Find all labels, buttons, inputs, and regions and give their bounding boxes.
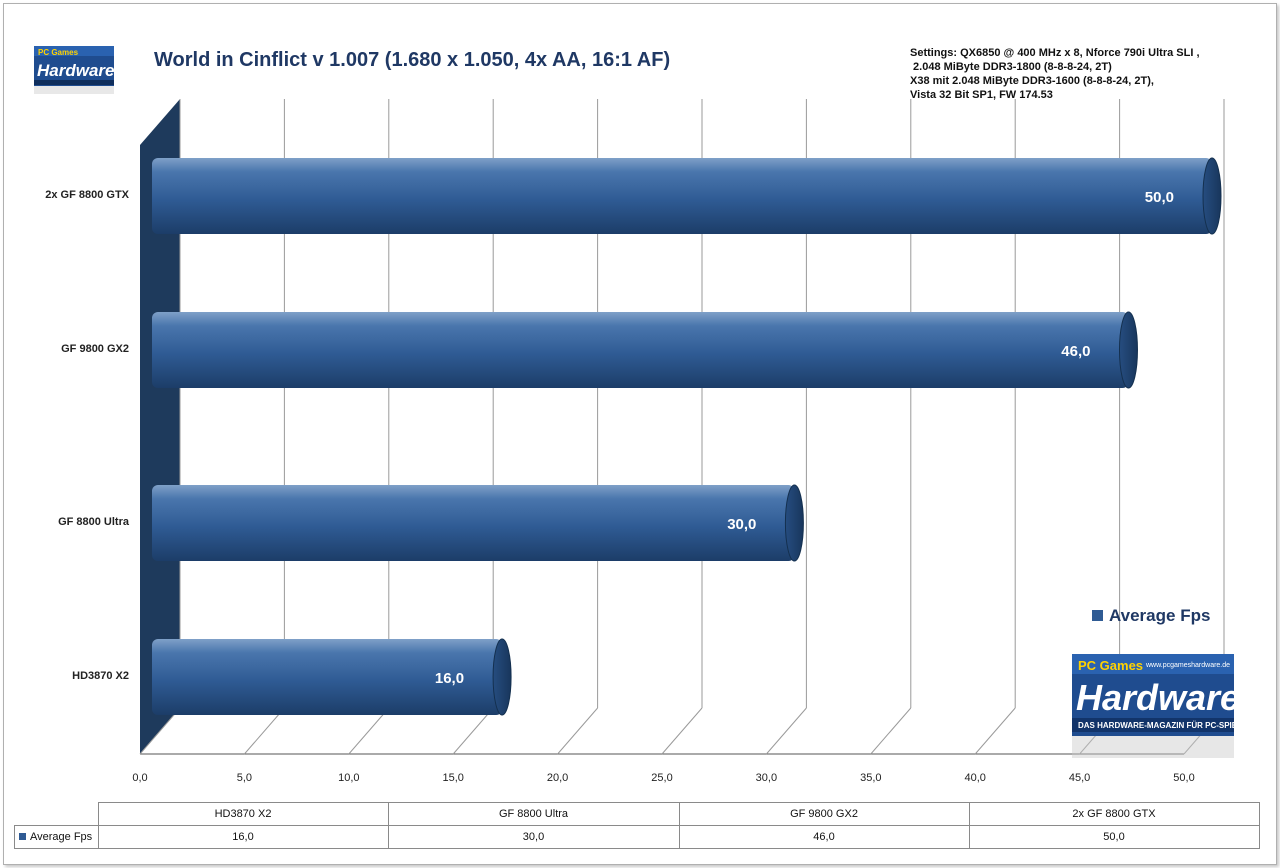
bar-cap	[784, 484, 804, 562]
table-header-cell: 2x GF 8800 GTX	[968, 802, 1260, 826]
bar-cap	[492, 638, 512, 716]
svg-text:DAS HARDWARE-MAGAZIN FÜR PC-SP: DAS HARDWARE-MAGAZIN FÜR PC-SPIELER	[1078, 721, 1234, 730]
table-cell: 16,0	[97, 825, 389, 849]
bar-body	[152, 158, 1212, 234]
bar-value-label: 46,0	[1061, 343, 1090, 360]
gridline-floor	[452, 707, 494, 755]
table-header-cell: GF 8800 Ultra	[387, 802, 680, 826]
legend: Average Fps	[1092, 606, 1210, 626]
bar-body	[152, 639, 503, 715]
settings-note: Settings: QX6850 @ 400 MHz x 8, Nforce 7…	[910, 47, 1200, 101]
gridline-floor	[870, 707, 912, 755]
x-tick-label: 5,0	[236, 772, 253, 784]
bar-cap	[1118, 311, 1138, 389]
x-tick-label: 35,0	[860, 772, 882, 784]
svg-text:Hardware: Hardware	[1076, 677, 1234, 718]
svg-text:PC Games: PC Games	[1078, 658, 1143, 673]
gridline-floor	[139, 707, 181, 755]
gridline-floor	[557, 707, 598, 755]
pcgh-logo-small: PC Games Hardware	[34, 46, 114, 94]
table-row-label: Average Fps	[14, 825, 99, 849]
bar: 50,0	[152, 157, 1222, 235]
table-header-row: HD3870 X2 GF 8800 Ultra GF 9800 GX2 2x G…	[15, 802, 1260, 826]
bar-body	[152, 312, 1129, 388]
bar-value-label: 30,0	[727, 516, 756, 533]
x-tick-label: 50,0	[1173, 772, 1195, 784]
chart-frame: 16,0 30,0 46,0 50,0 PC Games Hardware World…	[3, 3, 1277, 865]
table-cell: 30,0	[387, 825, 680, 849]
table-cell: 46,0	[678, 825, 970, 849]
table-row: Average Fps 16,0 30,0 46,0 50,0	[14, 825, 1260, 849]
svg-text:Hardware: Hardware	[37, 61, 114, 80]
legend-label: Average Fps	[1109, 606, 1211, 625]
bar-cap	[1202, 157, 1222, 235]
gridline-floor	[348, 707, 390, 755]
category-label: 2x GF 8800 GTX	[45, 189, 129, 201]
svg-text:PC Games: PC Games	[38, 48, 79, 57]
bar: 46,0	[152, 311, 1138, 389]
row-swatch	[19, 833, 26, 840]
legend-swatch	[1092, 610, 1103, 622]
table-cell: 50,0	[968, 825, 1260, 849]
x-tick-label: 40,0	[964, 772, 986, 784]
data-table: HD3870 X2 GF 8800 Ultra GF 9800 GX2 2x G…	[14, 802, 1260, 849]
bar-value-label: 50,0	[1145, 189, 1174, 206]
gridline-floor	[661, 707, 703, 755]
gridline-floor	[244, 707, 285, 755]
bar: 30,0	[152, 484, 804, 562]
svg-text:www.pcgameshardware.de: www.pcgameshardware.de	[1145, 662, 1230, 669]
category-label: HD3870 X2	[72, 670, 129, 682]
pcgh-logo-large: PC Games www.pcgameshardware.de Hardware…	[1072, 654, 1234, 758]
bar-body	[152, 485, 795, 561]
side-wall	[140, 99, 180, 754]
x-tick-label: 15,0	[442, 772, 464, 784]
x-tick-label: 25,0	[651, 772, 673, 784]
gridline-floor	[766, 707, 807, 755]
chart-title: World in Cinflict v 1.007 (1.680 x 1.050…	[154, 49, 671, 71]
x-tick-label: 10,0	[338, 772, 360, 784]
bar-value-label: 16,0	[435, 670, 464, 687]
bar: 16,0	[152, 638, 512, 716]
category-label: GF 8800 Ultra	[58, 516, 129, 528]
chart-plot-area: 16,0 30,0 46,0 50,0	[139, 99, 1225, 755]
category-label: GF 9800 GX2	[61, 343, 129, 355]
table-header-cell: HD3870 X2	[97, 802, 389, 826]
gridline-floor	[974, 707, 1016, 755]
x-tick-label: 20,0	[546, 772, 569, 784]
table-header-cell: GF 9800 GX2	[678, 802, 970, 826]
x-tick-label: 30,0	[755, 772, 778, 784]
row-label-text: Average Fps	[30, 831, 93, 843]
x-tick-label: 45,0	[1068, 772, 1091, 784]
x-tick-label: 0,0	[132, 772, 148, 784]
